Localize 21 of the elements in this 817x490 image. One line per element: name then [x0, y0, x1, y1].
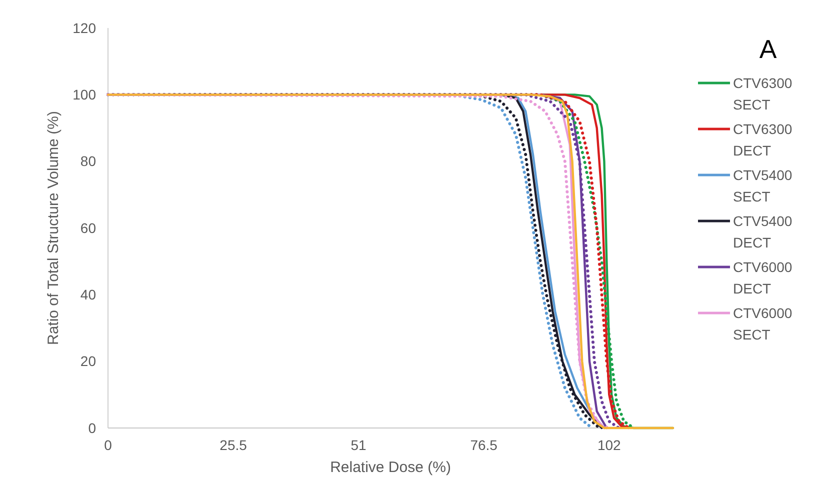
y-tick-label: 20	[80, 353, 96, 370]
x-tick-label: 25.5	[220, 437, 248, 453]
y-tick-label: 40	[80, 286, 96, 303]
y-tick-label: 80	[80, 153, 96, 170]
text: A	[759, 34, 778, 64]
y-axis-title: Ratio of Total Structure Volume (%)	[45, 111, 62, 345]
y-tick-label: 0	[88, 420, 96, 436]
legend-label: CTV6300 DECT	[733, 120, 792, 159]
x-axis-title: Relative Dose (%)	[330, 459, 451, 476]
y-tick-label: 100	[72, 86, 96, 103]
x-tick-label: 0	[104, 437, 112, 453]
legend-label: CTV5400 SECT	[733, 166, 792, 205]
y-tick-label: 60	[80, 220, 96, 236]
legend-label: CTV6000 SECT	[733, 304, 792, 343]
x-tick-label: 76.5	[470, 437, 498, 453]
legend-label: CTV6300 SECT	[733, 74, 792, 113]
y-tick-label: 120	[72, 20, 96, 36]
x-tick-label: 102	[597, 437, 622, 453]
legend-label: CTV5400 DECT	[733, 212, 792, 251]
legend-label: CTV6000 DECT	[733, 258, 792, 297]
x-tick-label: 51	[350, 437, 367, 453]
